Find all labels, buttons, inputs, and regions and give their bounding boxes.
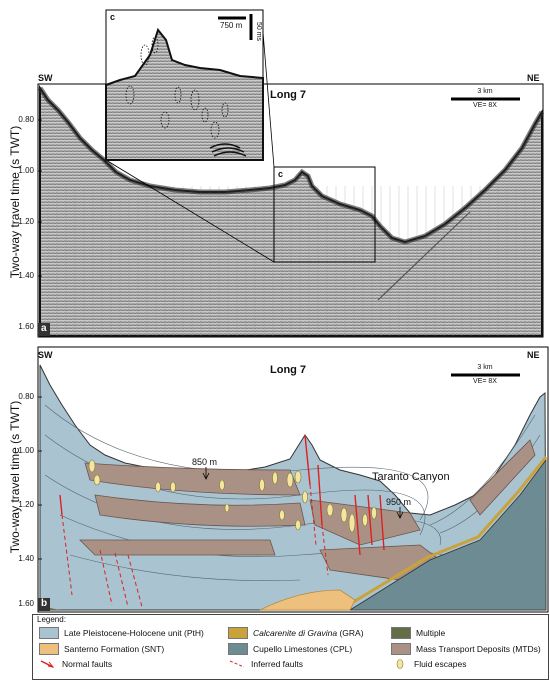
inset-letter: c <box>110 12 116 22</box>
snt-unit <box>259 589 356 611</box>
panel-letter-a: a <box>41 323 47 334</box>
mtd-swatch <box>391 643 411 655</box>
legend-label-mtd: Mass Transport Deposits (MTDs) <box>416 644 541 654</box>
cpl-unit <box>348 458 547 611</box>
panel-letter-b: b <box>41 598 48 609</box>
ne-label-a: NE <box>527 73 540 83</box>
depth-label-950: 950 m <box>386 497 412 507</box>
tick-a-140: 1.40 <box>18 271 34 280</box>
sw-label-a: SW <box>38 73 53 83</box>
sw-label-b: SW <box>38 350 53 360</box>
legend-item-fluid: Fluid escapes <box>391 659 466 669</box>
inset-h-scale: 750 m <box>220 21 243 30</box>
seismic-section <box>37 9 545 338</box>
mtd-bodies <box>79 439 536 581</box>
inset-v-scale: 50 ms <box>255 22 262 42</box>
ve-label-a: VE= 8X <box>473 102 497 109</box>
legend-item-normal-faults: Normal faults <box>39 659 112 669</box>
profile-title-b: Long 7 <box>270 364 307 376</box>
box-c-label: c <box>278 169 284 179</box>
fluid-escape-icon <box>391 659 409 669</box>
ne-label-b: NE <box>527 350 540 360</box>
inset-fluid-outlines <box>125 36 229 139</box>
legend-item-inferred-faults: Inferred faults <box>228 659 303 669</box>
legend-label-cpl: Cupello Limestones (CPL) <box>253 644 353 654</box>
legend-label-pth: Late Pleistocene-Holocene unit (PtH) <box>64 628 204 638</box>
legend-label-snt: Santerno Formation (SNT) <box>64 644 165 654</box>
inferred-faults <box>61 484 329 608</box>
legend-item-multiple: Multiple <box>391 627 445 639</box>
tick-b-160: 1.60 <box>18 599 34 608</box>
inferred-fault-icon <box>228 659 246 669</box>
scale-length-b: 3 km <box>477 364 493 371</box>
tick-a-160: 1.60 <box>18 322 34 331</box>
tick-b-100: 1.00 <box>18 446 34 455</box>
profile-title-a: Long 7 <box>270 89 307 101</box>
tick-a-120: 1.20 <box>18 217 34 226</box>
depth-label-850: 850 m <box>192 457 218 467</box>
scale-length-a: 3 km <box>477 88 493 95</box>
legend-label-inferred-faults: Inferred faults <box>251 659 303 669</box>
tick-b-120: 1.20 <box>18 500 34 509</box>
legend-label-multiple: Multiple <box>416 628 446 638</box>
fluid-escapes <box>88 459 377 533</box>
legend-item-cpl: Cupello Limestones (CPL) <box>228 643 352 655</box>
taranto-canyon-label: Taranto Canyon <box>372 471 450 483</box>
y-axis-title-a: Two-way travel time (s TWT) <box>8 125 22 279</box>
tick-a-100: 1.00 <box>18 166 34 175</box>
inset-box-c <box>273 166 376 263</box>
snt-swatch <box>39 643 59 655</box>
interpretation-section <box>37 346 549 613</box>
panel-b: SW NE Long 7 3 km VE= 8X 850 m 950 m Tar… <box>0 345 550 615</box>
pth-swatch <box>39 627 59 639</box>
y-axis-title-b: Two-way travel time (s TWT) <box>8 400 22 554</box>
legend-item-gra: Calcarenite di Gravina (GRA) <box>228 627 364 639</box>
legend-item-pth: Late Pleistocene-Holocene unit (PtH) <box>39 627 204 639</box>
tick-b-140: 1.40 <box>18 554 34 563</box>
legend-item-mtd: Mass Transport Deposits (MTDs) <box>391 643 541 655</box>
ve-label-b: VE= 8X <box>473 378 497 385</box>
legend-label-normal-faults: Normal faults <box>62 659 113 669</box>
tick-b-080: 0.80 <box>18 392 34 401</box>
gra-unit <box>344 456 548 609</box>
legend-title: Legend: <box>37 615 66 624</box>
cpl-swatch <box>228 643 248 655</box>
multiple-swatch <box>391 627 411 639</box>
legend-item-snt: Santerno Formation (SNT) <box>39 643 164 655</box>
legend-label-gra-suffix: (GRA) <box>337 628 364 638</box>
tick-a-080: 0.80 <box>18 115 34 124</box>
normal-faults <box>59 434 385 556</box>
legend-label-gra: Calcarenite di Gravina <box>253 628 338 638</box>
legend-label-fluid: Fluid escapes <box>414 659 467 669</box>
panel-a: SW NE Long 7 3 km VE= 8X c 750 m 50 ms c… <box>0 0 550 340</box>
gra-swatch <box>228 627 248 639</box>
normal-fault-icon <box>39 659 57 669</box>
legend: Legend: Late Pleistocene-Holocene unit (… <box>32 614 549 680</box>
